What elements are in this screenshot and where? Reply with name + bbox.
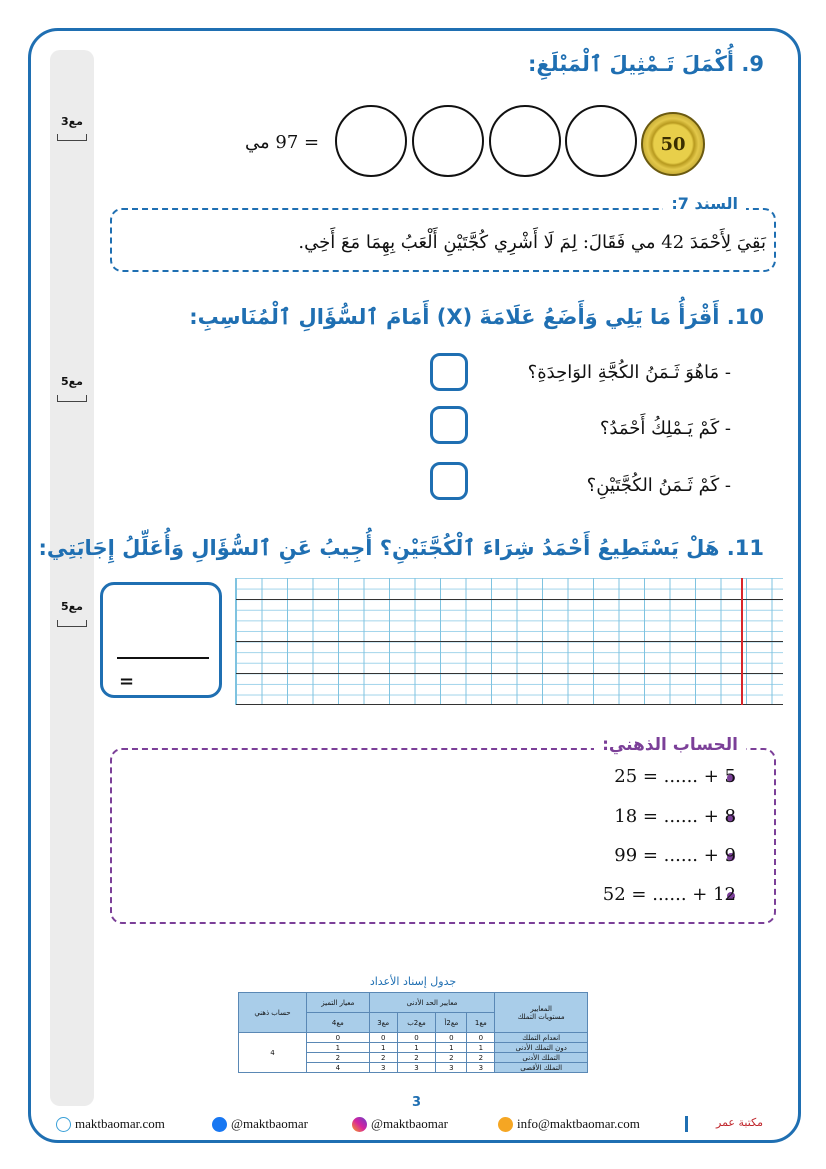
footer-instagram[interactable]: @maktbaomar: [352, 1116, 448, 1132]
row-label: دون التملك الأدنى: [494, 1042, 588, 1053]
option-text: - كَمْ ثَـمَنُ الكُجَّتَيْنِ؟: [586, 475, 731, 496]
score-cell: 2: [466, 1052, 496, 1063]
table-title: جدول إسناد الأعداد: [369, 975, 457, 988]
table-row: التملك الأقصى 3 3 3 3 4: [239, 1062, 588, 1073]
score-cell: 2: [435, 1052, 468, 1063]
answer-box[interactable]: =: [100, 582, 222, 698]
facebook-icon: [212, 1116, 227, 1132]
mental-score-cell: 4: [238, 1032, 307, 1073]
footer-email[interactable]: info@maktbaomar.com: [498, 1116, 640, 1132]
page-number: 3: [412, 1095, 422, 1110]
coin-50-icon: 50: [641, 112, 705, 176]
margin-line: [741, 578, 743, 705]
option-checkbox[interactable]: [430, 406, 468, 444]
grading-table: المعايير مستويات التملك معايير الحد الأدن…: [238, 992, 588, 1073]
score-cell: 3: [435, 1062, 468, 1073]
col-header: مع4: [305, 1012, 370, 1033]
page-frame: [28, 28, 801, 1143]
score-cell: 1: [396, 1042, 437, 1053]
bullet-icon: [727, 814, 735, 822]
score-box[interactable]: [57, 395, 87, 402]
score-cell: 2: [305, 1052, 370, 1063]
grading-sidebar: مع3 مع5 مع5: [50, 50, 94, 1106]
coin-slot[interactable]: [335, 105, 407, 177]
score-cell: 2: [396, 1052, 437, 1063]
option-text: - كَمْ يَـمْلِكُ أَحْمَدُ؟: [599, 418, 731, 439]
q9-title: 9. أُكْمَلَ تَـمْثِيلَ ٱلْمَبْلَغِ:: [528, 52, 764, 76]
option-checkbox[interactable]: [430, 353, 468, 391]
score-cell: 0: [305, 1032, 370, 1043]
col-header: مع2أ: [435, 1012, 468, 1033]
score-cell: 1: [368, 1042, 398, 1053]
footer-website[interactable]: maktbaomar.com: [56, 1116, 165, 1132]
equation: 52 = ...... + 12: [602, 884, 736, 905]
equals-sign: =: [119, 671, 135, 692]
coin-slot[interactable]: [565, 105, 637, 177]
equation: 99 = ...... + 9: [614, 845, 736, 866]
mental-math-label: الحساب الذهني:: [594, 735, 746, 755]
score-cell: 1: [305, 1042, 370, 1053]
equation: 25 = ...... + 5: [614, 766, 736, 787]
criterion-mark: مع5: [61, 375, 83, 388]
option-text: - مَاهُوَ ثَـمَنُ الكُجَّةِ الوَاحِدَةِ؟: [527, 362, 731, 383]
writing-grid[interactable]: [235, 578, 783, 705]
fraction-line: [117, 657, 209, 659]
score-cell: 3: [466, 1062, 496, 1073]
coin-slot[interactable]: [412, 105, 484, 177]
globe-icon: [56, 1116, 71, 1132]
email-icon: [498, 1116, 513, 1132]
score-box[interactable]: [57, 620, 87, 627]
col-header: مع1: [466, 1012, 496, 1033]
row-label: انعدام التملك: [494, 1032, 588, 1043]
col-header: مع3: [368, 1012, 398, 1033]
mental-math-box: [110, 748, 776, 924]
header-cell: معايير الحد الأدنى: [368, 992, 496, 1013]
bullet-icon: [727, 853, 735, 861]
score-cell: 3: [396, 1062, 437, 1073]
corner-cell: المعايير مستويات التملك: [494, 992, 588, 1033]
score-cell: 1: [466, 1042, 496, 1053]
row-label: التملك الأقصى: [494, 1062, 588, 1073]
score-cell: 2: [368, 1052, 398, 1063]
score-cell: 4: [305, 1062, 370, 1073]
sanad-label: السند 7:: [663, 194, 746, 213]
score-cell: 0: [396, 1032, 437, 1043]
row-label: التملك الأدنى: [494, 1052, 588, 1063]
table-row: انعدام التملك 0 0 0 0 0 4: [238, 1032, 588, 1073]
score-cell: 3: [368, 1062, 398, 1073]
logo: مكتبة عمر: [716, 1116, 763, 1129]
q10-title: 10. أَقْرَأُ مَا يَلِي وَأَضَعُ عَلَامَة…: [189, 305, 764, 329]
criterion-mark: مع3: [61, 115, 83, 128]
score-box[interactable]: [57, 134, 87, 141]
bullet-icon: [727, 774, 735, 782]
q11-title: 11. هَلْ يَسْتَطِيعُ أَحْمَدُ شِرَاءَ ٱل…: [38, 536, 764, 560]
score-cell: 1: [435, 1042, 468, 1053]
divider: [685, 1116, 688, 1132]
score-cell: 0: [466, 1032, 496, 1043]
footer-facebook[interactable]: @maktbaomar: [212, 1116, 308, 1132]
criterion-mark: مع5: [61, 600, 83, 613]
coin-slot[interactable]: [489, 105, 561, 177]
score-cell: 0: [368, 1032, 398, 1043]
instagram-icon: [352, 1116, 367, 1132]
sanad-text: بَقِيَ لِأَحْمَدَ 42 مي فَقَالَ: لِمَ لَ…: [298, 232, 766, 253]
coin-value: 50: [660, 133, 686, 155]
score-cell: 0: [435, 1032, 468, 1043]
bullet-icon: [727, 892, 735, 900]
sanad-box: [110, 208, 776, 272]
option-checkbox[interactable]: [430, 462, 468, 500]
col-header: مع2ب: [396, 1012, 437, 1033]
amount-label: = 97 مي: [245, 132, 320, 153]
header-cell: حساب ذهني: [238, 992, 307, 1033]
equation: 18 = ...... + 8: [614, 806, 736, 827]
header-cell: معيار التميز: [305, 992, 370, 1013]
